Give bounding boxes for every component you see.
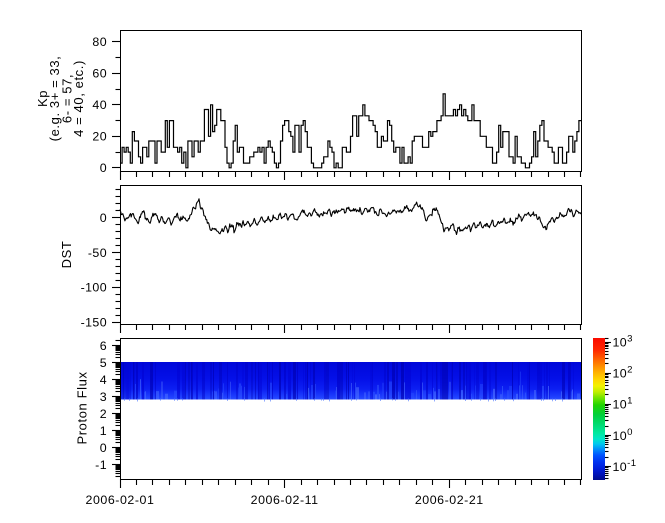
- svg-text:(e.g. 3+ = 33,: (e.g. 3+ = 33,: [47, 56, 62, 142]
- svg-text:0: 0: [100, 161, 107, 175]
- svg-text:20: 20: [92, 130, 107, 144]
- svg-text:4: 4: [100, 373, 107, 387]
- svg-text:2006-02-11: 2006-02-11: [251, 493, 319, 507]
- svg-text:80: 80: [92, 35, 107, 49]
- svg-text:Kp: Kp: [35, 90, 50, 107]
- svg-text:DST: DST: [59, 241, 74, 269]
- svg-text:5: 5: [100, 356, 107, 370]
- svg-text:2006-02-21: 2006-02-21: [415, 493, 484, 507]
- svg-text:6: 6: [100, 339, 107, 353]
- svg-text:2006-02-01: 2006-02-01: [86, 493, 155, 507]
- svg-text:1: 1: [100, 424, 107, 438]
- svg-text:-150: -150: [81, 316, 107, 330]
- svg-text:40: 40: [92, 98, 107, 112]
- svg-text:Proton Flux: Proton Flux: [75, 371, 90, 444]
- svg-text:0: 0: [100, 211, 107, 225]
- svg-text:3: 3: [100, 390, 107, 404]
- svg-text:0: 0: [100, 441, 107, 455]
- svg-text:6- = 57,: 6- = 57,: [60, 74, 75, 123]
- svg-text:-1: -1: [95, 458, 107, 472]
- svg-text:4 = 40, etc.): 4 = 40, etc.): [71, 60, 86, 137]
- svg-text:2: 2: [100, 407, 107, 421]
- svg-text:60: 60: [92, 67, 107, 81]
- svg-text:-100: -100: [81, 281, 107, 295]
- svg-text:-50: -50: [88, 246, 107, 260]
